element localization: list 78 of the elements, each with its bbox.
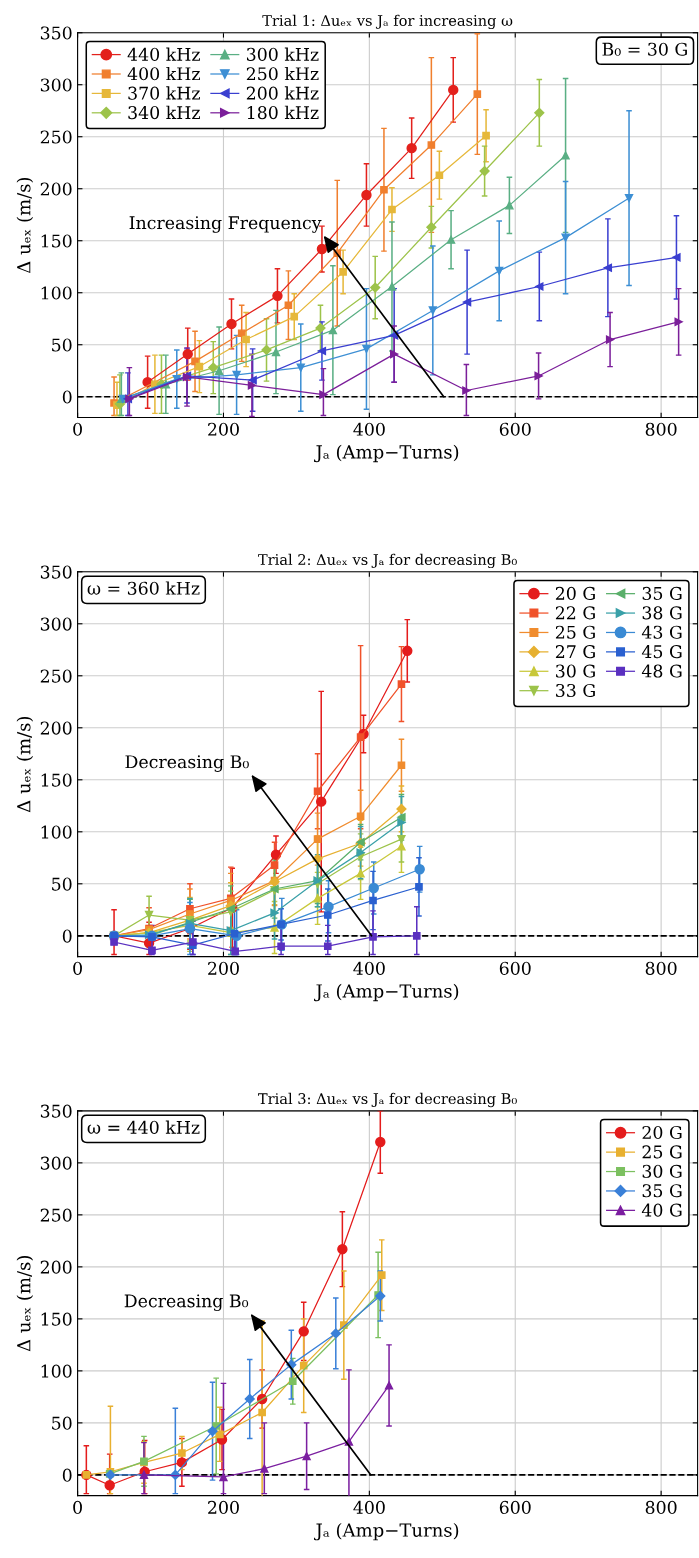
y-tick-label: 350 [40,1104,72,1118]
legend-label: 300 kHz [246,47,319,61]
x-tick-label: 200 [208,422,239,436]
legend-label: 250 kHz [246,66,319,81]
y-tick-label: 200 [40,721,72,735]
x-tick-label: 0 [73,961,82,975]
legend-label: 340 kHz [128,105,200,120]
y-tick-label: 150 [41,1312,72,1326]
legend-label: 48 G [641,664,682,678]
legend-label: 45 G [641,645,682,659]
annotation: Increasing Frequency [129,216,322,233]
legend-label: 40 G [641,1203,682,1217]
y-tick-label: 300 [40,1156,72,1170]
annotation: ω = 440 kHz [87,1120,200,1134]
y-tick-label: 200 [40,182,72,196]
annotation: Decreasing B₀ [124,1294,249,1311]
y-tick-label: 50 [52,338,72,352]
chart-title: Trial 3: Δuₑₓ vs Jₐ for decreasing B₀ [258,1092,517,1108]
x-tick-label: 800 [645,1500,677,1514]
x-tick-label: 400 [353,1500,385,1514]
x-axis-title: Jₐ (Amp−Turns) [314,983,459,1002]
legend-label: 200 kHz [246,86,319,100]
chart-title: Trial 1: Δuₑₓ vs Jₐ for increasing ω [262,14,513,30]
x-tick-label: 400 [353,422,385,436]
x-tick-label: 800 [645,961,677,975]
x-tick-label: 0 [73,1500,82,1514]
y-tick-label: 0 [62,929,72,943]
x-axis-title: Jₐ (Amp−Turns) [314,444,459,463]
legend-label: 22 G [555,606,595,620]
legend-label: 180 kHz [247,105,319,120]
y-tick-label: 50 [52,877,72,891]
x-tick-label: 200 [208,1500,239,1514]
legend-label: 33 G [556,683,595,698]
y-tick-label: 150 [41,234,72,248]
y-axis-title: Δ uₑₓ (m/s) [16,1256,34,1352]
y-tick-label: 350 [40,565,72,579]
y-tick-label: 0 [62,1468,72,1482]
x-tick-label: 600 [499,961,531,975]
legend-label: 25 G [642,1145,682,1159]
legend-label: 20 G [642,1125,682,1140]
legend-label: 20 G [555,586,595,600]
x-tick-label: 800 [645,422,677,436]
legend-label: 370 kHz [128,86,200,100]
x-tick-label: 200 [208,961,239,975]
legend-label: 30 G [642,1164,682,1178]
x-tick-label: 400 [353,961,385,975]
y-tick-label: 50 [52,1416,72,1430]
x-tick-label: 600 [499,422,531,436]
legend-label: 27 G [555,645,595,659]
y-tick-label: 100 [41,825,72,839]
legend-label: 25 G [555,625,595,639]
y-tick-label: 150 [41,773,72,787]
y-tick-label: 300 [40,617,72,631]
y-tick-label: 250 [40,1208,72,1222]
y-tick-label: 200 [40,1260,72,1274]
legend-label: 43 G [641,625,682,639]
annotation: ω = 360 kHz [87,581,200,595]
legend-label: 35 G [642,1184,682,1198]
x-axis-title: Jₐ (Amp−Turns) [314,1522,459,1541]
y-tick-label: 250 [40,669,72,683]
y-axis-title: Δ uₑₓ (m/s) [16,177,34,274]
legend-label: 400 kHz [127,66,200,81]
y-axis-title: Δ uₑₓ (m/s) [16,716,34,813]
legend-label: 35 G [642,586,682,600]
y-tick-label: 100 [41,286,72,300]
legend-label: 440 kHz [127,47,200,61]
annotation: B₀ = 30 G [602,42,687,56]
x-tick-label: 600 [499,1500,531,1514]
annotation: Decreasing B₀ [125,755,249,772]
legend-label: 30 G [556,664,595,678]
y-tick-label: 300 [40,78,72,92]
chart-title: Trial 2: Δuₑₓ vs Jₐ for decreasing B₀ [258,553,517,569]
y-tick-label: 250 [40,130,72,144]
legend-label: 38 G [642,606,682,620]
x-tick-label: 0 [73,422,82,436]
y-tick-label: 0 [62,390,72,404]
y-tick-label: 350 [40,26,72,40]
y-tick-label: 100 [41,1364,72,1378]
